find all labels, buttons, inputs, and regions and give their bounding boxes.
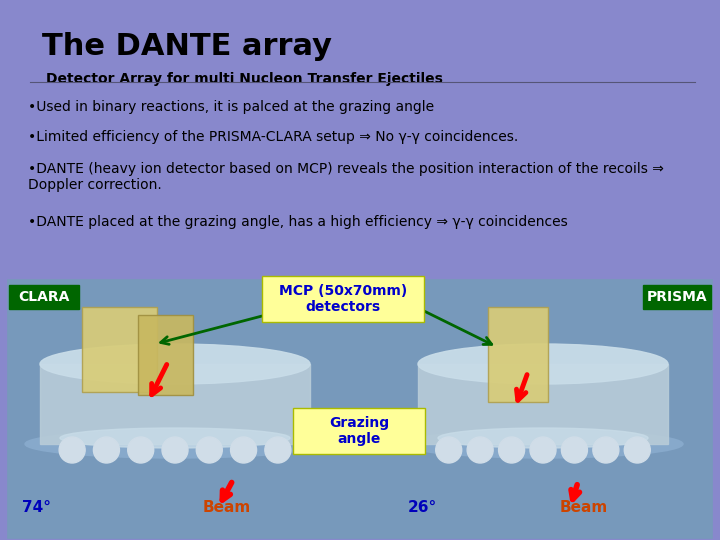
Circle shape — [562, 437, 588, 463]
FancyBboxPatch shape — [82, 307, 157, 392]
FancyBboxPatch shape — [643, 285, 711, 309]
FancyBboxPatch shape — [293, 408, 425, 454]
Text: 26°: 26° — [408, 500, 437, 515]
Circle shape — [530, 437, 556, 463]
Text: Grazing
angle: Grazing angle — [329, 416, 389, 446]
Circle shape — [265, 437, 291, 463]
Text: Detector Array for multi Nucleon Transfer Ejectiles: Detector Array for multi Nucleon Transfe… — [46, 72, 443, 86]
Text: •Used in binary reactions, it is palced at the grazing angle: •Used in binary reactions, it is palced … — [28, 100, 434, 114]
Circle shape — [162, 437, 188, 463]
Text: The DANTE array: The DANTE array — [42, 32, 332, 61]
Bar — [40, 364, 310, 444]
Ellipse shape — [403, 430, 683, 458]
Ellipse shape — [438, 428, 648, 448]
Bar — [418, 364, 668, 444]
Text: •Limited efficiency of the PRISMA-CLARA setup ⇒ No γ-γ coincidences.: •Limited efficiency of the PRISMA-CLARA … — [28, 130, 518, 144]
Ellipse shape — [25, 430, 325, 458]
Ellipse shape — [418, 344, 668, 384]
Circle shape — [59, 437, 85, 463]
FancyBboxPatch shape — [138, 315, 193, 395]
Text: •DANTE placed at the grazing angle, has a high efficiency ⇒ γ-γ coincidences: •DANTE placed at the grazing angle, has … — [28, 215, 568, 229]
Text: PRISMA: PRISMA — [647, 290, 707, 304]
Ellipse shape — [60, 428, 290, 448]
FancyBboxPatch shape — [488, 307, 548, 402]
Circle shape — [94, 437, 120, 463]
Bar — [8, 280, 712, 538]
Circle shape — [230, 437, 256, 463]
FancyBboxPatch shape — [9, 285, 79, 309]
Text: •DANTE (heavy ion detector based on MCP) reveals the position interaction of the: •DANTE (heavy ion detector based on MCP)… — [28, 162, 664, 192]
Circle shape — [498, 437, 525, 463]
Circle shape — [197, 437, 222, 463]
Circle shape — [127, 437, 153, 463]
Circle shape — [624, 437, 650, 463]
Ellipse shape — [40, 344, 310, 384]
Circle shape — [436, 437, 462, 463]
Text: Beam: Beam — [560, 500, 608, 515]
Text: 74°: 74° — [22, 500, 51, 515]
Text: Beam: Beam — [203, 500, 251, 515]
Circle shape — [593, 437, 619, 463]
Text: CLARA: CLARA — [18, 290, 70, 304]
Text: MCP (50x70mm)
detectors: MCP (50x70mm) detectors — [279, 284, 407, 314]
Circle shape — [467, 437, 493, 463]
FancyBboxPatch shape — [262, 276, 424, 322]
